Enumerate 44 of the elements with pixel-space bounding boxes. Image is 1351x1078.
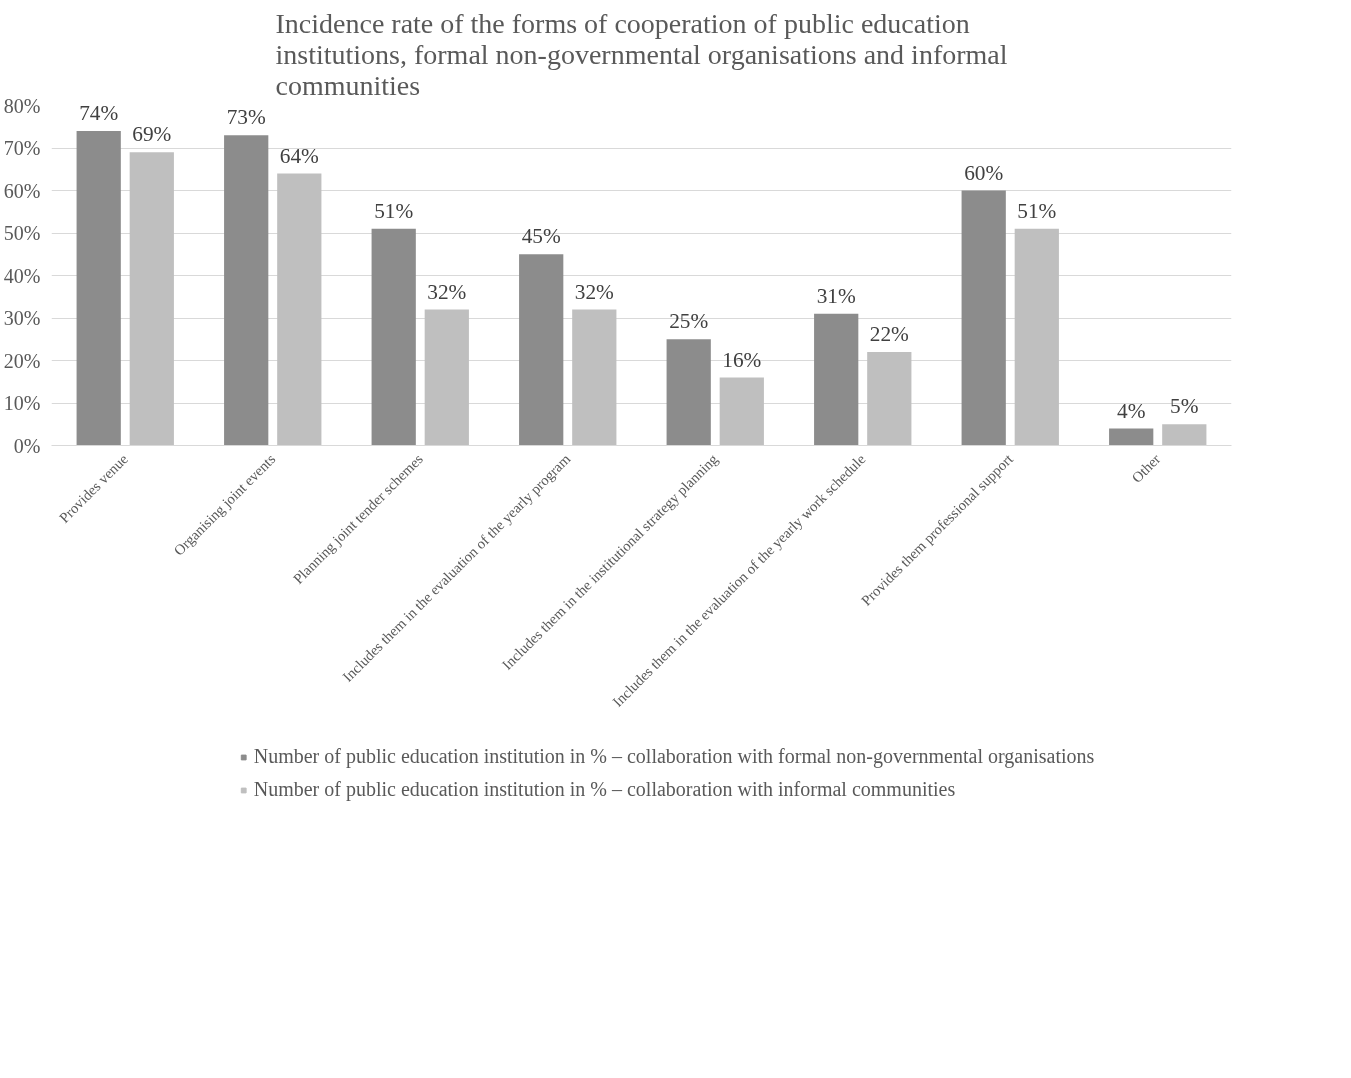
data-label: 25% bbox=[669, 309, 709, 334]
y-tick-label: 60% bbox=[3, 179, 41, 202]
bar bbox=[1162, 424, 1207, 446]
data-label: 64% bbox=[279, 143, 320, 168]
y-tick-label: 80% bbox=[3, 94, 41, 117]
data-label: 73% bbox=[226, 105, 266, 130]
bar bbox=[814, 313, 859, 446]
y-tick-label: 70% bbox=[3, 137, 41, 159]
bar bbox=[666, 339, 711, 446]
data-label: 16% bbox=[722, 347, 762, 372]
data-label: 5% bbox=[1170, 394, 1199, 419]
bar bbox=[867, 352, 912, 446]
bar bbox=[224, 135, 269, 446]
data-label: 22% bbox=[869, 322, 910, 346]
bar bbox=[129, 152, 174, 446]
legend-label: Number of public education institution in % – collaboration with informal communities bbox=[253, 778, 956, 801]
bar bbox=[76, 131, 121, 446]
bar bbox=[371, 228, 416, 446]
y-tick-label: 10% bbox=[3, 392, 41, 414]
legend-label: Number of public education institution in % – collaboration with formal non-governmental organisations bbox=[253, 745, 1095, 768]
chart-title: Incidence rate of the forms of cooperation of public education institutions, formal non-governmental organisations and informal communities bbox=[275, 7, 1008, 101]
bar bbox=[572, 309, 617, 446]
bar bbox=[277, 173, 322, 446]
data-label: 60% bbox=[964, 160, 1004, 185]
bar bbox=[519, 254, 564, 446]
data-label: 51% bbox=[1017, 198, 1057, 223]
y-tick-label: 50% bbox=[3, 222, 41, 244]
bar bbox=[424, 309, 469, 446]
data-label: 32% bbox=[574, 279, 615, 304]
data-label: 4% bbox=[1116, 398, 1146, 423]
y-tick-label: 30% bbox=[3, 307, 41, 329]
bar bbox=[961, 190, 1006, 446]
y-tick-label: 20% bbox=[3, 349, 41, 372]
data-label: 31% bbox=[816, 283, 856, 308]
data-label: 74% bbox=[79, 101, 119, 125]
bar bbox=[1014, 228, 1059, 446]
bar bbox=[719, 377, 764, 446]
data-label: 45% bbox=[521, 224, 561, 249]
bar bbox=[1109, 428, 1154, 446]
data-label: 51% bbox=[374, 198, 414, 223]
y-tick-label: 40% bbox=[3, 264, 41, 287]
data-label: 69% bbox=[132, 122, 172, 147]
data-label: 32% bbox=[427, 279, 467, 304]
y-tick-label: 0% bbox=[13, 434, 41, 457]
